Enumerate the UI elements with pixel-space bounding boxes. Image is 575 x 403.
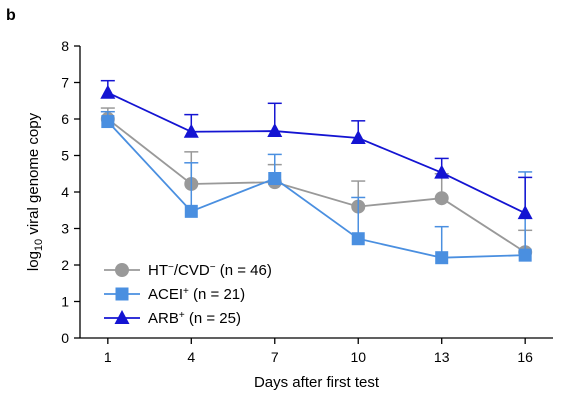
y-tick-label: 7 (61, 75, 69, 91)
y-axis-label-prefix: log (25, 251, 42, 271)
x-axis-label: Days after first test (254, 374, 380, 391)
legend-text-sup1: + (183, 286, 189, 297)
y-tick-label: 0 (61, 330, 69, 346)
data-point-acei (184, 204, 198, 218)
series-line-acei (107, 120, 526, 259)
y-tick-label: 8 (61, 38, 69, 54)
data-point-acei (435, 251, 449, 265)
data-point-arb (100, 84, 116, 99)
data-point-acei (518, 248, 532, 262)
legend-text-n_label: (n = 25) (185, 310, 241, 327)
data-point-arb (267, 123, 283, 138)
y-tick-label: 2 (61, 257, 69, 273)
legend: HT−/CVD− (n = 46)ACEI+ (n = 21)ARB+ (n =… (104, 262, 272, 328)
y-tick-label: 6 (61, 111, 69, 127)
legend-text-name: ACEI (148, 286, 183, 303)
panel-label: b (6, 7, 16, 24)
x-tick-label: 4 (187, 349, 195, 365)
y-tick-label: 4 (61, 184, 69, 200)
series-arb (100, 79, 533, 220)
y-axis-label-subscript: 10 (33, 239, 45, 251)
legend-text-n_label: (n = 21) (189, 286, 245, 303)
y-tick-label: 5 (61, 148, 69, 164)
x-tick-label: 10 (350, 349, 366, 365)
y-tick-label: 1 (61, 294, 69, 310)
axes: 0 1 2 3 4 5 6 7 8 1 4 7 10 13 16 (61, 38, 553, 365)
data-point-arb (350, 129, 366, 144)
legend-text-name: HT (148, 262, 168, 279)
data-point-acei (351, 232, 365, 246)
legend-text-sup1: + (179, 310, 185, 321)
legend-text-name: ARB (148, 310, 179, 327)
series-line-arb (107, 91, 526, 214)
legend-text-mid: /CVD (174, 262, 210, 279)
legend-label-arb: ARB+ (n = 25) (148, 310, 241, 328)
y-axis-label: log10 viral genome copy (25, 112, 45, 271)
data-point-arb (517, 205, 533, 220)
y-tick-label: 3 (61, 221, 69, 237)
legend-text-sup2: − (210, 262, 216, 273)
legend-text-sup1: − (168, 262, 174, 273)
legend-label-htcvd: HT−/CVD− (n = 46) (148, 262, 272, 280)
data-point-htcvd (434, 191, 449, 206)
legend-marker-htcvd (115, 263, 129, 277)
legend-label-acei: ACEI+ (n = 21) (148, 286, 245, 304)
data-point-arb (183, 123, 199, 138)
series-line-htcvd (107, 118, 526, 253)
data-point-arb (434, 164, 450, 179)
legend-item-arb: ARB+ (n = 25) (104, 310, 241, 328)
x-tick-label: 1 (104, 349, 112, 365)
data-point-acei (101, 115, 115, 129)
legend-marker-arb (114, 310, 130, 324)
x-tick-label: 13 (434, 349, 450, 365)
legend-marker-acei (115, 287, 129, 301)
series-layer (100, 79, 533, 265)
legend-item-htcvd: HT−/CVD− (n = 46) (104, 262, 272, 280)
x-tick-label: 16 (517, 349, 533, 365)
y-axis-label-suffix: viral genome copy (25, 112, 42, 238)
x-tick-label: 7 (271, 349, 279, 365)
data-point-acei (268, 171, 282, 185)
legend-item-acei: ACEI+ (n = 21) (104, 286, 245, 304)
legend-text-n_label: (n = 46) (216, 262, 272, 279)
